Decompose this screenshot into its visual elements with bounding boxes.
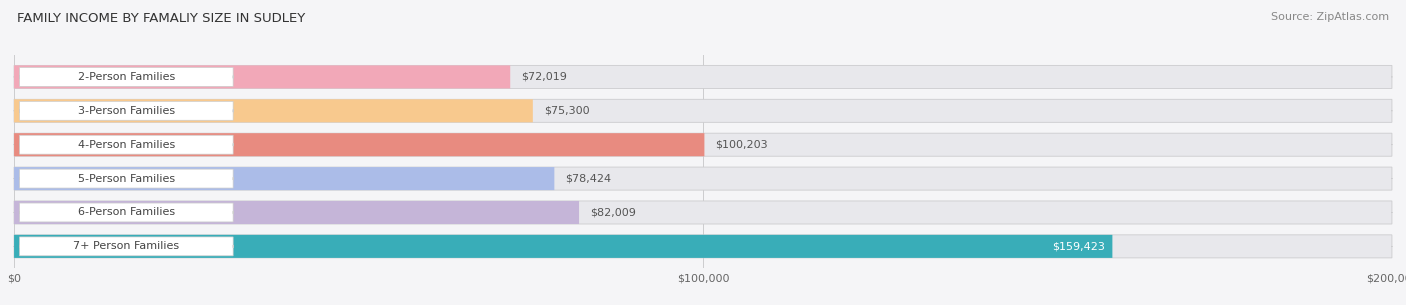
Text: $82,009: $82,009 [591, 207, 636, 217]
Text: 3-Person Families: 3-Person Families [77, 106, 174, 116]
FancyBboxPatch shape [20, 169, 233, 188]
FancyBboxPatch shape [14, 65, 510, 88]
FancyBboxPatch shape [14, 167, 1392, 190]
FancyBboxPatch shape [14, 235, 1392, 258]
FancyBboxPatch shape [20, 67, 233, 86]
FancyBboxPatch shape [14, 65, 1392, 88]
Text: Source: ZipAtlas.com: Source: ZipAtlas.com [1271, 12, 1389, 22]
FancyBboxPatch shape [14, 133, 704, 156]
FancyBboxPatch shape [14, 235, 1112, 258]
FancyBboxPatch shape [20, 135, 233, 154]
FancyBboxPatch shape [14, 99, 533, 122]
FancyBboxPatch shape [20, 101, 233, 120]
Text: 5-Person Families: 5-Person Families [77, 174, 174, 184]
Text: $78,424: $78,424 [565, 174, 612, 184]
FancyBboxPatch shape [14, 133, 1392, 156]
FancyBboxPatch shape [14, 201, 579, 224]
Text: $75,300: $75,300 [544, 106, 589, 116]
FancyBboxPatch shape [14, 99, 1392, 122]
Text: FAMILY INCOME BY FAMALIY SIZE IN SUDLEY: FAMILY INCOME BY FAMALIY SIZE IN SUDLEY [17, 12, 305, 25]
Text: $100,203: $100,203 [716, 140, 768, 150]
Text: 6-Person Families: 6-Person Families [77, 207, 174, 217]
Text: $159,423: $159,423 [1053, 241, 1105, 251]
Text: 4-Person Families: 4-Person Families [77, 140, 174, 150]
FancyBboxPatch shape [20, 237, 233, 256]
Text: $72,019: $72,019 [522, 72, 567, 82]
FancyBboxPatch shape [14, 167, 554, 190]
Text: 7+ Person Families: 7+ Person Families [73, 241, 180, 251]
FancyBboxPatch shape [20, 203, 233, 222]
Text: 2-Person Families: 2-Person Families [77, 72, 174, 82]
FancyBboxPatch shape [14, 201, 1392, 224]
